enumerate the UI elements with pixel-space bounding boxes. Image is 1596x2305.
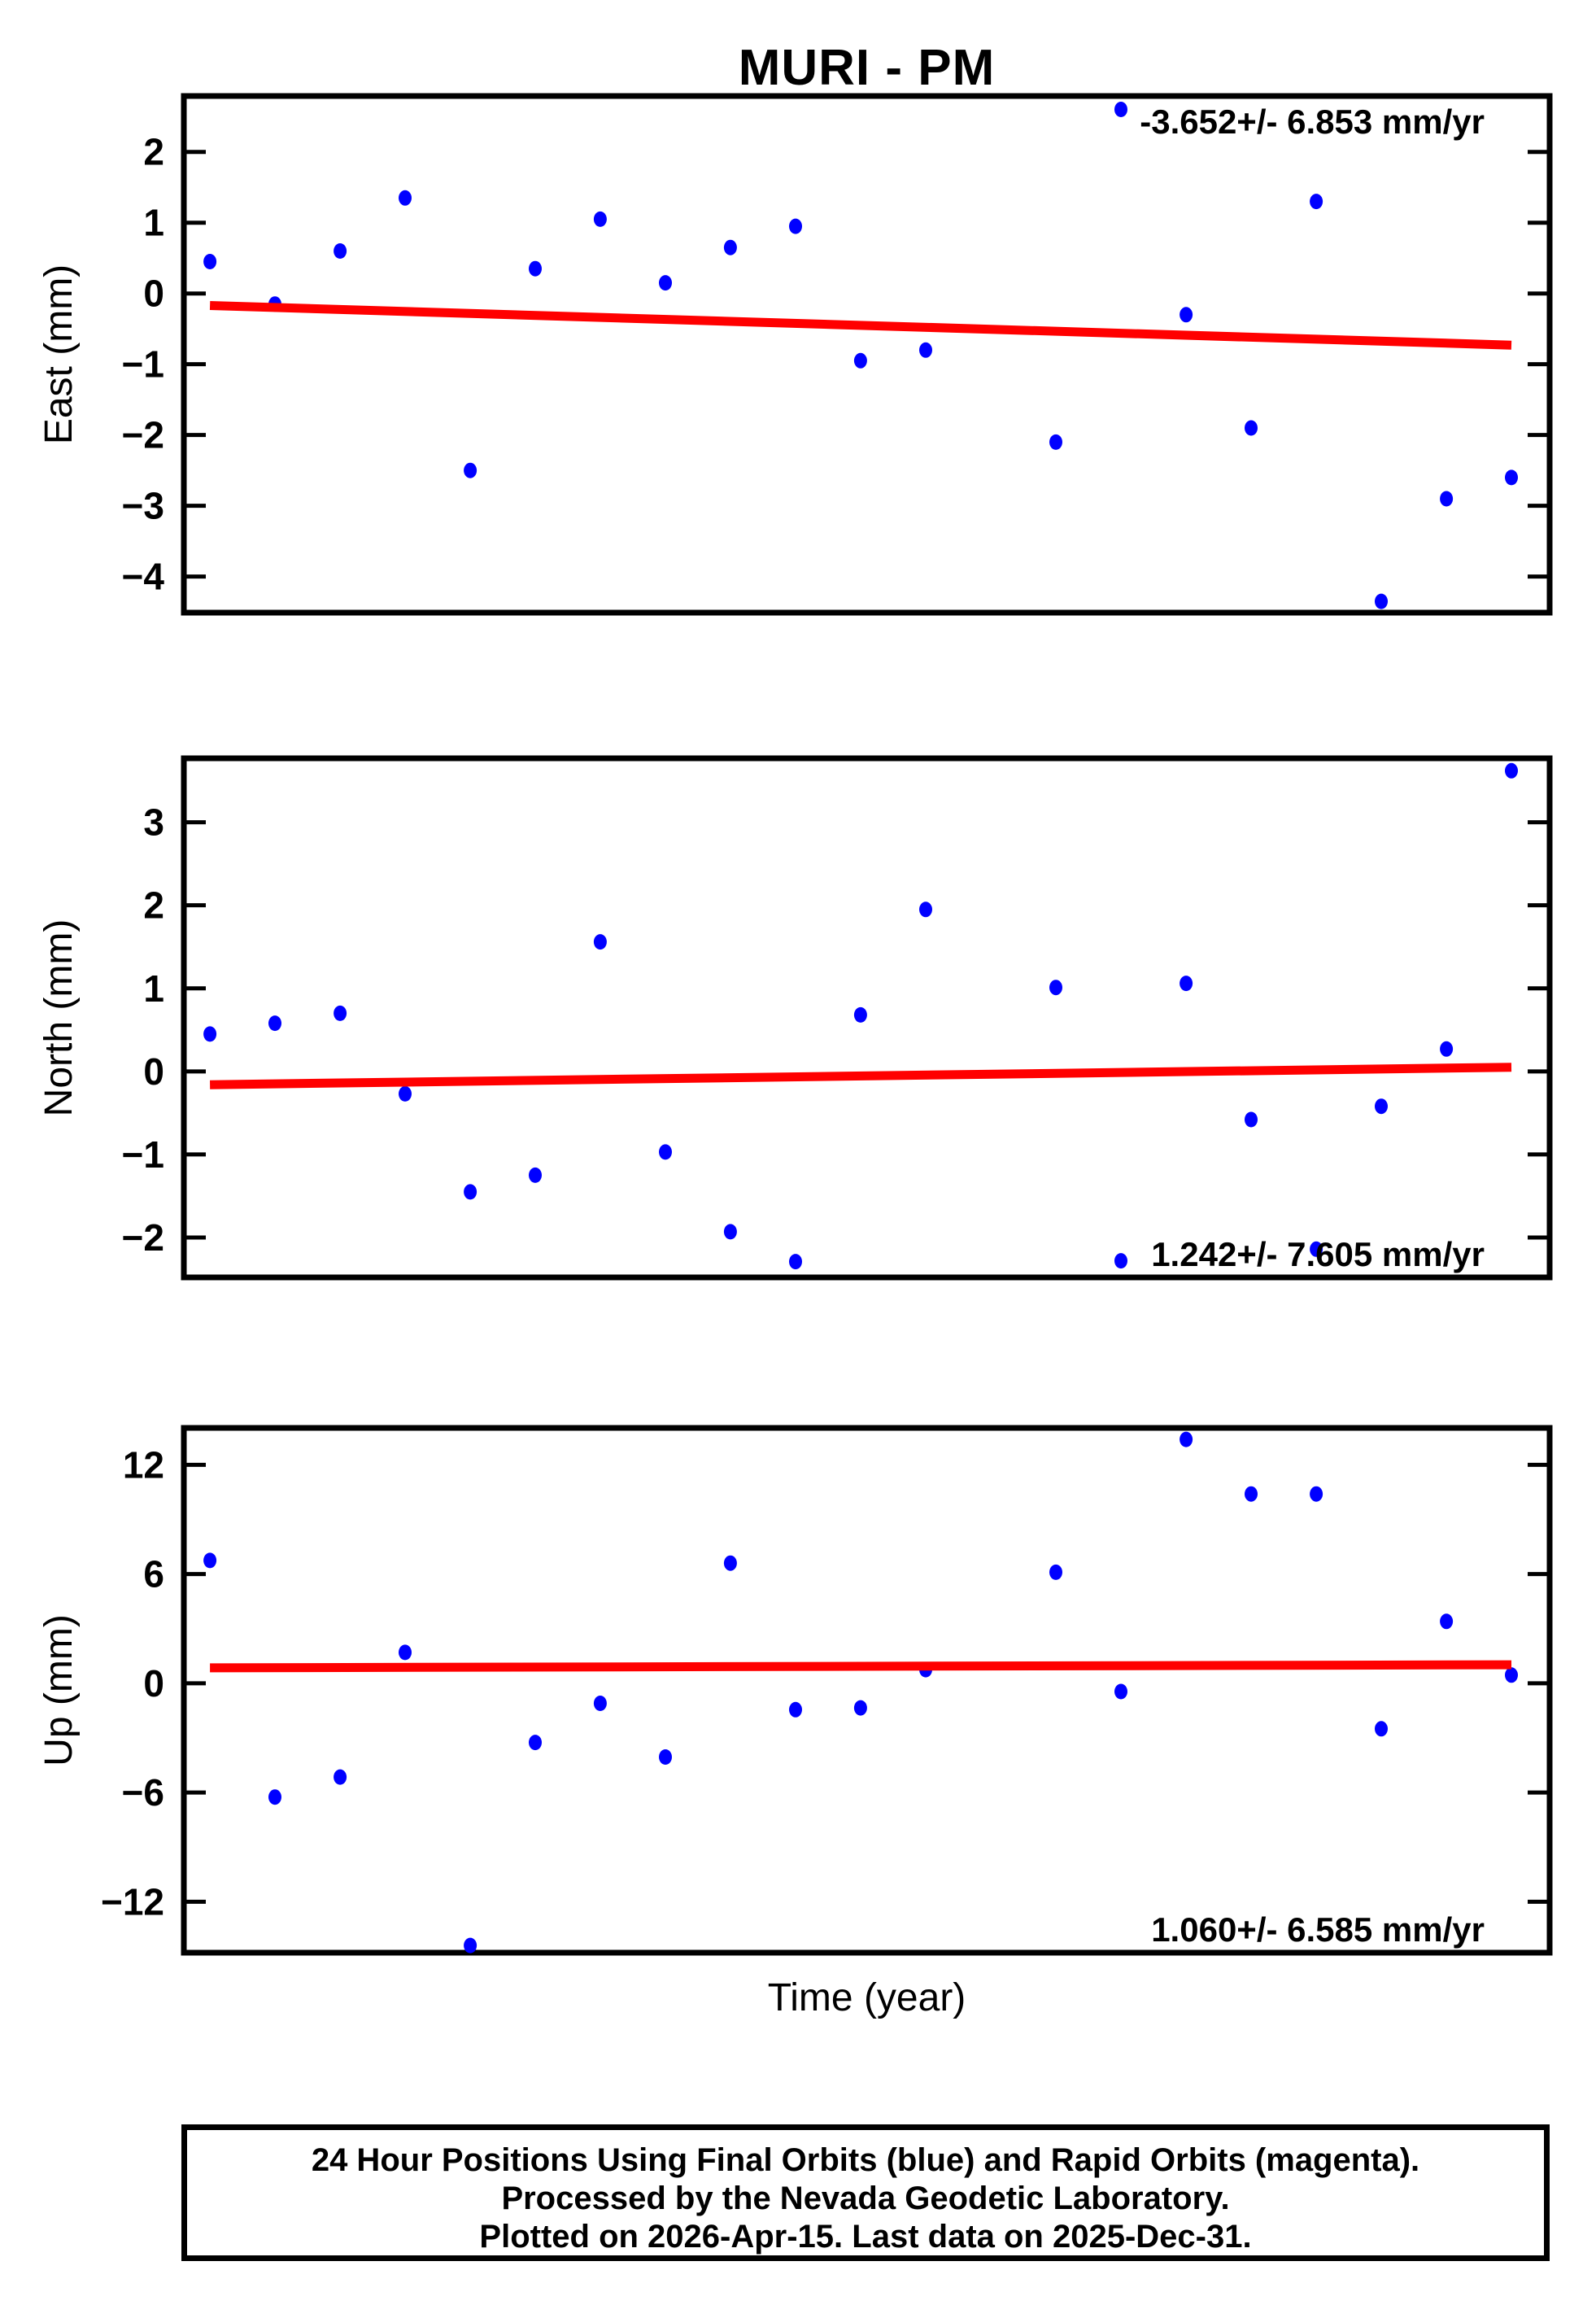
data-point (789, 218, 802, 234)
y-tick-label: −12 (101, 1880, 164, 1923)
data-point (1245, 420, 1258, 436)
data-point (529, 1167, 542, 1183)
up-velocity-annotation: 1.060+/- 6.585 mm/yr (1151, 1910, 1485, 1949)
data-point (789, 1254, 802, 1270)
data-point (1180, 307, 1193, 323)
north-velocity-annotation: 1.242+/- 7.605 mm/yr (1151, 1235, 1485, 1273)
data-point (853, 1006, 867, 1023)
up-plot: 12 6 0 −6 −12 Up (mm) 1.060+/- 6.585 mm/yr (37, 1425, 1553, 1956)
footer-line-1: 24 Hour Positions Using Final Orbits (bl… (311, 2142, 1420, 2178)
data-point (659, 1749, 672, 1765)
data-point (1440, 491, 1454, 507)
data-point (659, 1144, 672, 1160)
data-point (789, 1701, 802, 1718)
data-point (723, 1555, 737, 1571)
x-axis-label: Time (year) (767, 1976, 966, 2019)
data-point (593, 211, 607, 227)
data-point (203, 254, 217, 269)
y-tick-label: 2 (143, 131, 164, 173)
up-frame (181, 1425, 1553, 1956)
y-tick-label: −6 (122, 1771, 164, 1814)
data-point (334, 1005, 347, 1021)
east-trend-line (209, 301, 1512, 350)
y-tick-label: −2 (122, 1216, 164, 1259)
y-tick-label: 1 (143, 202, 164, 244)
data-point (1310, 1241, 1323, 1257)
y-tick-label: 2 (143, 884, 164, 927)
data-point (723, 1224, 737, 1240)
data-point (1375, 593, 1388, 609)
y-tick-label: 3 (143, 801, 164, 844)
east-velocity-annotation: -3.652+/- 6.853 mm/yr (1140, 103, 1485, 141)
y-tick-label: 12 (123, 1443, 164, 1486)
data-point (464, 1184, 477, 1200)
data-point (1505, 762, 1518, 779)
data-point (1440, 1613, 1454, 1630)
north-axis-title: North (mm) (37, 919, 81, 1117)
y-tick-label: −1 (122, 1133, 164, 1176)
data-point (1440, 1041, 1454, 1057)
data-point (464, 1937, 477, 1954)
data-point (1049, 1564, 1062, 1580)
y-tick-label: −4 (122, 556, 165, 598)
data-point (1310, 1486, 1323, 1502)
up-trend-line (210, 1660, 1512, 1673)
data-point (659, 275, 672, 291)
data-point (268, 1789, 281, 1805)
east-axis-title: East (mm) (37, 264, 81, 444)
data-point (1114, 1683, 1127, 1700)
data-point (529, 260, 542, 277)
data-point (853, 352, 867, 369)
data-point (593, 934, 607, 950)
east-plot: 2 1 0 −1 −2 −3 −4 East (mm) -3.652+/- 6.853 mm/y… (37, 93, 1553, 616)
data-point (399, 190, 412, 206)
data-point (1245, 1486, 1258, 1502)
data-point (723, 239, 737, 255)
data-point (1375, 1098, 1388, 1115)
data-point (529, 1735, 542, 1751)
page-title: MURI - PM (738, 40, 996, 96)
y-tick-label: −2 (122, 414, 164, 456)
data-point (268, 1015, 281, 1032)
data-point (1310, 194, 1323, 210)
data-point (1114, 102, 1127, 117)
y-tick-label: −3 (122, 485, 164, 527)
data-point (1245, 1111, 1258, 1128)
data-point (1049, 980, 1062, 996)
data-point (1505, 1667, 1518, 1683)
data-point (1375, 1721, 1388, 1737)
data-point (1180, 976, 1193, 992)
data-point (1180, 1431, 1193, 1447)
footer-line-3: Plotted on 2026-Apr-15. Last data on 202… (479, 2219, 1252, 2255)
y-tick-label: 0 (143, 1050, 164, 1093)
data-point (853, 1700, 867, 1716)
data-point (203, 1026, 217, 1042)
data-point (464, 462, 477, 478)
data-point (1505, 469, 1518, 486)
north-trend-line (210, 1063, 1512, 1089)
north-plot: 3 2 1 0 −1 −2 North (mm) 1.242+/- 7.605 mm/yr (37, 755, 1553, 1281)
data-point (919, 901, 932, 918)
footer-line-2: Processed by the Nevada Geodetic Laborat… (501, 2181, 1230, 2216)
data-point (399, 1644, 412, 1661)
data-point (593, 1696, 607, 1711)
north-frame (181, 755, 1553, 1281)
data-point (1049, 434, 1062, 450)
data-point (203, 1552, 217, 1569)
footer-box: 24 Hour Positions Using Final Orbits (bl… (181, 2124, 1550, 2261)
data-point (1114, 1253, 1127, 1269)
east-frame (181, 93, 1553, 616)
y-tick-label: −1 (122, 343, 164, 386)
up-axis-title: Up (mm) (37, 1614, 81, 1766)
data-point (334, 1769, 347, 1785)
y-tick-label: 0 (143, 1662, 164, 1705)
y-tick-label: 0 (143, 273, 164, 315)
y-tick-label: 1 (143, 967, 164, 1010)
y-tick-label: 6 (143, 1553, 164, 1596)
data-point (919, 342, 932, 358)
data-point (399, 1085, 412, 1102)
data-point (334, 243, 347, 259)
